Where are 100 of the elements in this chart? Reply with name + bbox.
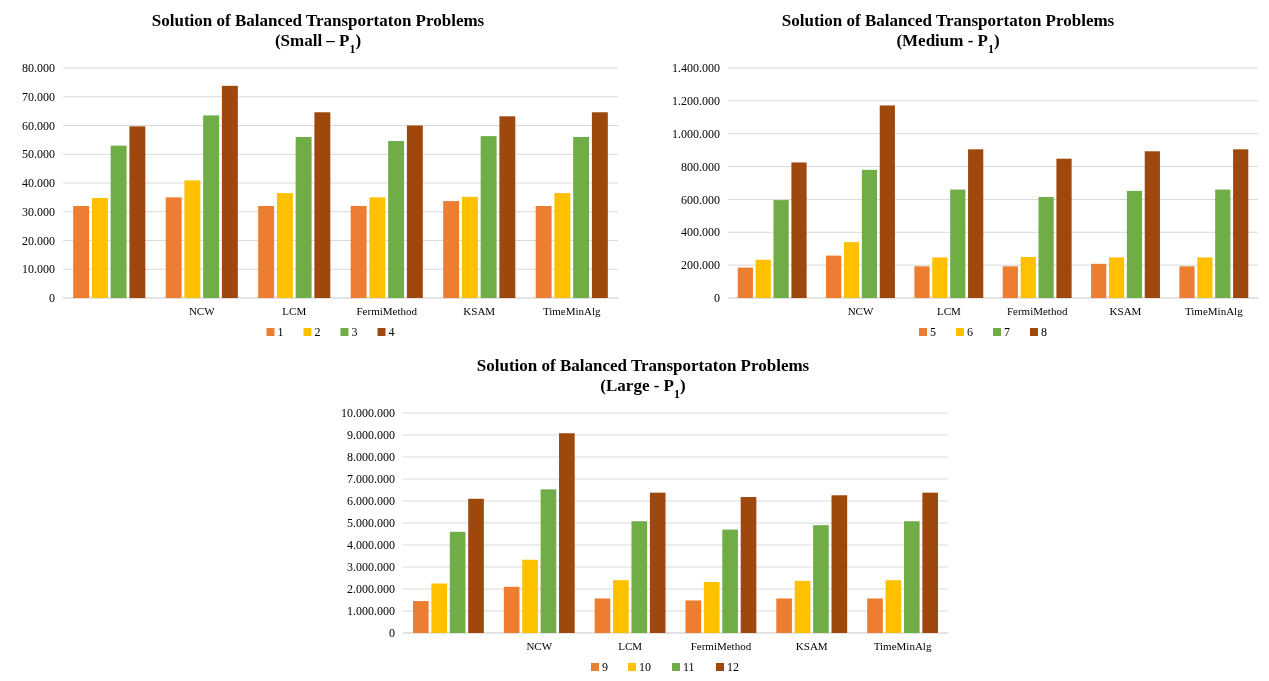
bar [184, 180, 201, 298]
legend-label: 11 [683, 660, 695, 674]
chart-subtitle: (Small – P$_{1}$) [274, 31, 362, 56]
y-tick-label: 0 [714, 291, 720, 306]
x-tick-label: FermiMethod [1006, 305, 1068, 317]
bar [591, 112, 608, 298]
bar [1002, 266, 1018, 298]
bar [922, 492, 939, 633]
bar [73, 206, 90, 298]
bar [879, 105, 895, 298]
bar [295, 137, 312, 298]
legend-label: 4 [388, 325, 395, 339]
bar [314, 112, 331, 298]
y-tick-label: 1.000.000 [672, 126, 720, 141]
bar [522, 559, 538, 633]
y-tick-label: 50.000 [22, 147, 55, 162]
bar [950, 189, 966, 298]
bar [755, 259, 771, 298]
legend-label: 2 [314, 325, 321, 339]
y-tick-label: 5.000.000 [347, 516, 395, 531]
bar [499, 116, 516, 298]
x-tick-label: LCM [936, 305, 961, 317]
y-tick-label: 70.000 [22, 89, 55, 104]
y-tick-label: 4.000.000 [347, 538, 395, 553]
legend-label: 6 [967, 325, 973, 339]
bar [773, 200, 789, 298]
bar [388, 141, 405, 298]
x-tick-label: FermiMethod [690, 640, 752, 652]
bar [737, 267, 753, 298]
y-tick-label: 3.000.000 [347, 560, 395, 575]
chart-title: Solution of Balanced Transportaton Problems [151, 11, 485, 30]
bar [631, 521, 648, 633]
bar [1233, 149, 1249, 298]
bar [776, 598, 792, 633]
bar [91, 197, 108, 298]
chart-subtitle: (Large - P$_{1}$) [600, 376, 686, 401]
bar [867, 598, 883, 633]
x-tick-label: FermiMethod [356, 305, 418, 317]
legend-label: 5 [930, 325, 936, 339]
chart-title: Solution of Balanced Transportaton Problems [476, 356, 810, 375]
bar [1144, 151, 1160, 298]
bar [203, 115, 220, 298]
y-tick-label: 9.000.000 [347, 428, 395, 443]
bar [1197, 257, 1213, 298]
bar [649, 492, 666, 633]
y-tick-label: 7.000.000 [347, 472, 395, 487]
y-tick-label: 0 [49, 291, 55, 306]
x-tick-label: NCW [188, 305, 216, 317]
bar [1038, 196, 1054, 298]
y-tick-label: 1.200.000 [672, 94, 720, 109]
y-tick-label: 10.000 [22, 262, 55, 277]
bar [573, 137, 590, 298]
bar [165, 197, 182, 298]
y-tick-label: 1.400.000 [672, 61, 720, 76]
y-tick-label: 1.000.000 [347, 604, 395, 619]
y-tick-label: 800.000 [681, 159, 720, 174]
bar [554, 193, 571, 298]
y-tick-label: 600.000 [681, 192, 720, 207]
x-tick-label: TimeMinAlg [542, 305, 602, 317]
y-tick-label: 60.000 [22, 118, 55, 133]
x-tick-label: TimeMinAlg [1185, 305, 1244, 317]
x-tick-label: KSAM [1109, 305, 1142, 317]
bar [885, 580, 902, 633]
bar [110, 145, 127, 298]
y-tick-label: 20.000 [22, 233, 55, 248]
bar [703, 581, 720, 633]
bar [258, 206, 275, 298]
bar [932, 257, 948, 298]
bar [443, 201, 460, 298]
y-tick-label: 10.000.000 [341, 406, 395, 421]
bar [540, 489, 557, 633]
legend-label: 8 [1041, 325, 1047, 339]
x-tick-label: NCW [526, 640, 553, 652]
bar [503, 586, 520, 633]
bar [1215, 189, 1231, 298]
legend-label: 3 [351, 325, 358, 339]
bar [480, 136, 497, 298]
x-tick-label: NCW [847, 305, 874, 317]
y-tick-label: 6.000.000 [347, 494, 395, 509]
bar [791, 162, 807, 298]
bar [740, 497, 757, 633]
bar [722, 529, 738, 633]
y-tick-label: 0 [389, 626, 395, 641]
bar [613, 580, 629, 633]
legend-label: 12 [727, 660, 739, 674]
bar [276, 193, 293, 298]
bar [903, 521, 920, 633]
bar [406, 125, 423, 298]
y-tick-label: 80.000 [22, 61, 55, 76]
bar [1056, 158, 1072, 298]
bar [559, 433, 575, 633]
x-tick-label: KSAM [795, 640, 828, 652]
bar [221, 85, 238, 298]
bar [412, 601, 429, 633]
x-tick-label: LCM [618, 640, 643, 652]
x-tick-label: TimeMinAlg [873, 640, 932, 652]
chart-title: Solution of Balanced Transportaton Problems [781, 11, 1115, 30]
bar [685, 600, 702, 633]
legend-label: 10 [639, 660, 651, 674]
bar [1108, 257, 1125, 298]
